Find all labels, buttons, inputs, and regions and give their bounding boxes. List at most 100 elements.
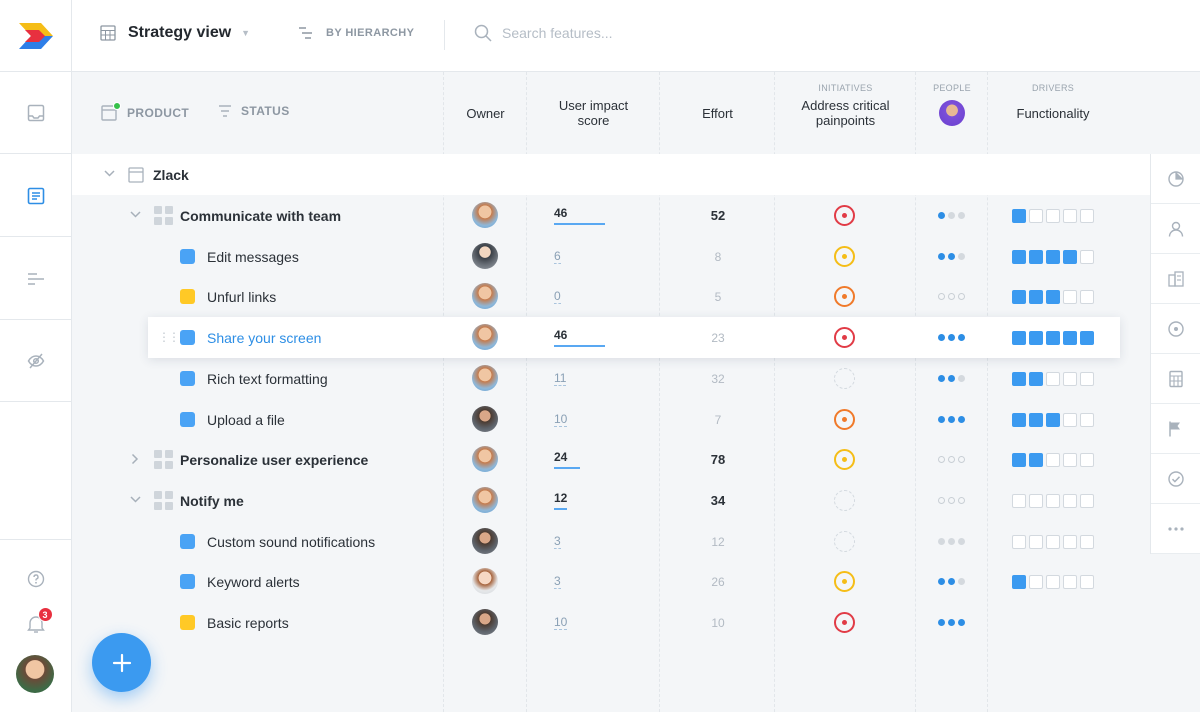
initiative-indicator[interactable] [834,612,855,633]
product-row[interactable]: Zlack [72,154,1150,195]
initiative-indicator[interactable] [834,571,855,592]
sidebar-item-insights[interactable] [0,320,71,402]
user-impact-score[interactable]: 10 [554,602,568,643]
owner-avatar[interactable] [472,365,498,391]
add-button[interactable] [92,633,151,692]
owner-avatar[interactable] [472,324,498,350]
effort-value[interactable]: 52 [710,208,726,223]
people-rating[interactable] [938,236,965,277]
user-avatar[interactable] [16,655,54,693]
people-rating[interactable] [938,399,965,440]
effort-value[interactable]: 12 [711,534,725,549]
feature-row[interactable]: Rich text formatting 11 32 [72,358,1150,399]
effort-value[interactable]: 8 [714,249,722,264]
feature-name[interactable]: Edit messages [180,236,299,277]
feature-name[interactable]: Basic reports [180,602,289,643]
initiative-indicator[interactable] [834,490,855,511]
feature-row[interactable]: Edit messages 6 8 [72,236,1150,277]
column-header-functionality[interactable]: Functionality [988,72,1118,154]
initiative-indicator[interactable] [834,531,855,552]
owner-avatar[interactable] [472,446,498,472]
owner-avatar[interactable] [472,406,498,432]
component-row[interactable]: Personalize user experience 24 78 [72,439,1150,480]
effort-value[interactable]: 32 [711,371,725,386]
feature-row[interactable]: ⋮⋮ Share your screen 46 23 [148,317,1120,358]
people-rating[interactable] [938,317,965,358]
initiative-indicator[interactable] [834,286,855,307]
chevron-right-icon[interactable] [130,453,142,465]
chevron-down-icon[interactable] [130,209,141,221]
rail-button-flag[interactable] [1151,404,1200,454]
feature-row[interactable]: Unfurl links 0 5 [72,276,1150,317]
functionality-score[interactable] [1012,561,1094,602]
initiative-indicator[interactable] [834,449,855,470]
functionality-score[interactable] [1012,358,1094,399]
chevron-down-icon[interactable] [130,494,141,506]
effort-value[interactable]: 34 [710,493,726,508]
sidebar-item-inbox[interactable] [0,72,71,154]
owner-avatar[interactable] [472,243,498,269]
functionality-score[interactable] [1012,399,1094,440]
user-impact-score[interactable]: 24 [554,439,580,480]
people-rating[interactable] [938,358,965,399]
column-header-user-impact[interactable]: User impact score [527,72,660,154]
notifications-button[interactable]: 3 [0,607,71,639]
user-impact-score[interactable]: 46 [554,195,605,236]
feature-row[interactable]: Keyword alerts 3 26 [72,561,1150,602]
functionality-score[interactable] [1012,439,1094,480]
people-rating[interactable] [938,480,965,521]
user-impact-score[interactable]: 46 [554,317,605,358]
rail-button-check-circle[interactable] [1151,454,1200,504]
chevron-down-icon[interactable] [104,168,115,180]
search-input[interactable] [502,25,722,41]
owner-avatar[interactable] [472,283,498,309]
user-impact-score[interactable]: 3 [554,561,561,602]
app-logo[interactable] [0,0,71,72]
initiative-indicator[interactable] [834,327,855,348]
functionality-score[interactable] [1012,276,1094,317]
functionality-score[interactable] [1012,521,1094,562]
help-button[interactable] [0,570,71,588]
owner-avatar[interactable] [472,609,498,635]
rail-button-calculator[interactable] [1151,354,1200,404]
drag-handle-icon[interactable]: ⋮⋮ [158,330,180,344]
sidebar-item-features[interactable] [0,155,71,237]
feature-name[interactable]: Rich text formatting [180,358,328,399]
people-rating[interactable] [938,521,965,562]
effort-value[interactable]: 10 [711,615,725,630]
effort-value[interactable]: 78 [710,452,726,467]
feature-name[interactable]: Share your screen [180,317,321,358]
product-filter[interactable]: PRODUCT [101,102,189,121]
feature-name[interactable]: Keyword alerts [180,561,300,602]
hierarchy-toggle[interactable]: BY HIERARCHY [298,27,414,39]
initiative-indicator[interactable] [834,368,855,389]
functionality-score[interactable] [1012,480,1094,521]
effort-value[interactable]: 26 [711,574,725,589]
column-header-initiative[interactable]: Address critical painpoints [775,72,916,154]
owner-avatar[interactable] [472,568,498,594]
rail-button-target[interactable] [1151,304,1200,354]
effort-value[interactable]: 7 [714,412,722,427]
user-impact-score[interactable]: 0 [554,276,561,317]
initiative-indicator[interactable] [834,246,855,267]
component-row[interactable]: Notify me 12 34 [72,480,1150,521]
initiative-indicator[interactable] [834,205,855,226]
column-header-people[interactable] [916,72,988,154]
people-rating[interactable] [938,439,965,480]
status-filter[interactable]: STATUS [218,104,290,118]
feature-name[interactable]: Custom sound notifications [180,521,375,562]
user-impact-score[interactable]: 12 [554,480,567,521]
user-impact-score[interactable]: 3 [554,521,561,562]
user-impact-score[interactable]: 6 [554,236,561,277]
component-row[interactable]: Communicate with team 46 52 [72,195,1150,236]
component-name[interactable]: Personalize user experience [154,439,368,480]
initiative-indicator[interactable] [834,409,855,430]
user-impact-score[interactable]: 11 [554,358,567,399]
component-name[interactable]: Notify me [154,480,244,521]
sidebar-item-roadmap[interactable] [0,238,71,320]
owner-avatar[interactable] [472,528,498,554]
effort-value[interactable]: 23 [711,330,725,345]
user-impact-score[interactable]: 10 [554,399,568,440]
functionality-score[interactable] [1012,236,1094,277]
component-name[interactable]: Communicate with team [154,195,341,236]
